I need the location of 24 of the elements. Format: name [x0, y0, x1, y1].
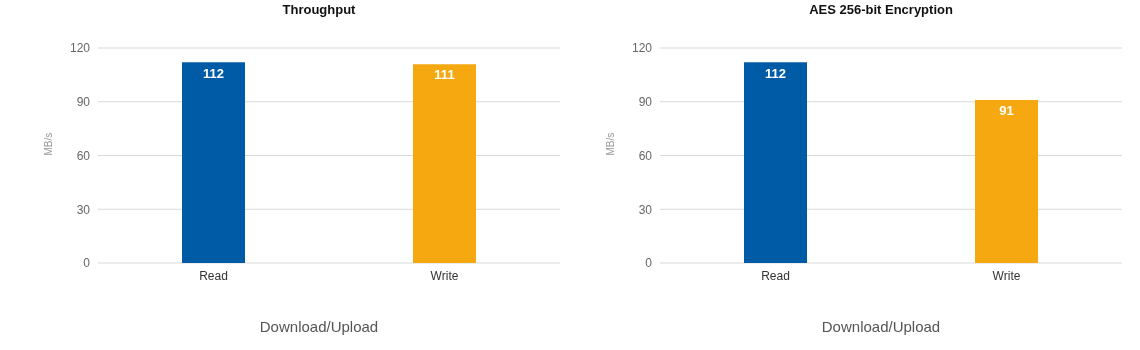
x-tick-label: Read [761, 268, 790, 283]
y-tick-label: 60 [76, 148, 91, 163]
data-label: 112 [765, 65, 786, 81]
data-label: 111 [434, 67, 455, 83]
y-tick-label: 60 [638, 148, 653, 163]
y-tick-label: 90 [76, 95, 91, 110]
y-axis-title: MB/s [42, 132, 54, 156]
x-axis-title: Download/Upload [258, 318, 380, 335]
x-tick-label: Read [199, 268, 228, 283]
y-tick-label: 30 [638, 202, 653, 217]
x-axis-title: Download/Upload [820, 318, 942, 335]
y-tick-label: 0 [83, 256, 91, 271]
chart-title: Throughput [281, 2, 357, 17]
y-axis-title: MB/s [604, 132, 616, 156]
data-label: 112 [203, 65, 224, 81]
chart-title: AES 256-bit Encryption [808, 2, 954, 17]
x-tick-label: Write [992, 268, 1021, 283]
y-tick-label: 120 [69, 41, 91, 56]
y-tick-label: 30 [76, 202, 91, 217]
data-label: 91 [999, 103, 1014, 119]
y-tick-label: 120 [631, 41, 653, 56]
x-tick-label: Write [430, 268, 459, 283]
y-tick-label: 0 [645, 256, 653, 271]
y-tick-label: 90 [638, 95, 653, 110]
